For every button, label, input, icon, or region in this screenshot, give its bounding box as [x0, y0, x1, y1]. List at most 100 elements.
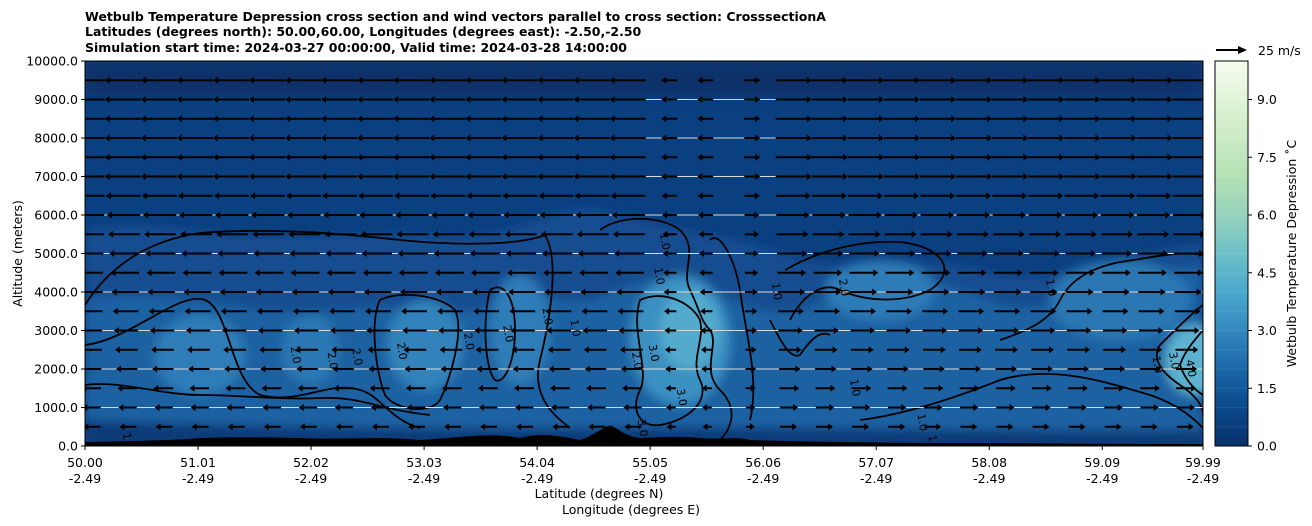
wind-arrow-head	[327, 288, 333, 296]
y-tick-label: 5000.0	[34, 246, 78, 261]
wind-arrow-head	[1201, 211, 1203, 219]
wind-arrow-head	[697, 115, 703, 123]
wind-arrow-head	[972, 423, 978, 431]
wind-arrow-head	[469, 250, 475, 257]
wind-arrow-head	[609, 134, 615, 142]
contour-label: 2.0	[539, 307, 555, 326]
wind-arrow-head	[505, 250, 511, 257]
y-axis: 0.0 1000.0 2000.0 3000.0 4000.0 5000.0 6000.0 7…	[26, 54, 85, 454]
wind-arrow-head	[512, 365, 518, 373]
wind-arrow-head	[510, 327, 516, 334]
wind-arrow-head	[872, 288, 878, 296]
wind-arrow-head	[403, 346, 409, 354]
contour-label: 2.0	[500, 324, 516, 343]
wind-arrow-head	[661, 96, 667, 103]
wind-arrow-head	[501, 153, 507, 161]
wind-arrow-head	[144, 230, 150, 238]
wind-arrow-head	[1130, 192, 1136, 200]
wind-arrow-head	[1080, 423, 1086, 431]
wind-arrow-head	[405, 384, 411, 392]
wind-arrow-head	[212, 76, 218, 84]
colorbar-gradient	[1215, 61, 1248, 446]
wind-arrow-head	[752, 288, 758, 296]
wind-arrow-head	[333, 384, 339, 392]
wind-arrow-head	[752, 307, 758, 315]
wind-arrow-head	[1167, 76, 1173, 84]
wind-arrow-head	[578, 250, 584, 257]
y-tick-label: 7000.0	[34, 169, 78, 184]
wind-arrow-head	[573, 153, 579, 161]
contour-labels: 1.02.0 2.0 2.0 2.0 2.0 2.02.01.01.01.02.0 3.03…	[120, 232, 1199, 446]
wind-arrow-head	[214, 192, 220, 200]
wind-arrow-head	[501, 96, 507, 103]
wind-arrow-head	[1085, 346, 1091, 354]
wind-arrow-head	[937, 404, 943, 411]
wind-arrow-head	[945, 269, 951, 277]
wind-arrow-head	[1023, 96, 1029, 103]
wind-arrow-head	[1200, 230, 1203, 238]
wind-arrow-head	[793, 404, 799, 411]
colorbar-tick-label: 4.5	[1257, 265, 1277, 280]
wind-arrow-head	[1016, 288, 1022, 296]
wind-arrow-head	[867, 365, 873, 373]
wind-arrow-head	[1017, 269, 1023, 277]
wind-arrow-head	[753, 250, 759, 257]
wind-arrow-head	[187, 346, 193, 354]
wind-arrow-head	[1204, 173, 1209, 180]
wind-arrow-head	[176, 115, 182, 123]
wind-arrow-head	[544, 288, 550, 296]
wind-arrow-head	[611, 211, 617, 219]
wind-arrow-head	[662, 211, 668, 219]
title-line-3: Simulation start time: 2024-03-27 00:00:…	[85, 40, 627, 55]
wind-arrow-head	[189, 384, 195, 392]
wind-arrow-head	[116, 365, 122, 373]
wind-arrow-head	[433, 250, 439, 257]
wind-arrow-head	[751, 365, 757, 373]
wind-arrow-head	[699, 269, 705, 277]
wind-arrow-head	[1128, 230, 1134, 238]
wind-arrow-head	[176, 173, 182, 180]
wind-arrow-head	[833, 327, 839, 334]
colorbar-frame	[1214, 60, 1249, 447]
wind-arrow-head	[951, 115, 957, 123]
colorbar-tick-label: 7.5	[1257, 150, 1277, 165]
wind-arrow-head	[406, 404, 412, 411]
wind-arrow-head	[285, 76, 291, 84]
wind-arrow-head	[1022, 192, 1028, 200]
wind-arrow-head	[702, 423, 708, 431]
wind-arrow-head	[797, 327, 803, 334]
wind-arrow-head	[393, 173, 399, 180]
wind-arrow-head	[465, 76, 471, 84]
wind-arrow-head	[149, 327, 155, 334]
wind-arrow-head	[371, 423, 377, 431]
wind-arrow-head	[1159, 307, 1165, 315]
wind-arrow-head	[285, 115, 291, 123]
wind-arrow-head	[666, 423, 672, 431]
wind-arrow-head	[513, 384, 519, 392]
wind-arrow-head	[1023, 115, 1029, 123]
wind-arrow-head	[1009, 404, 1015, 411]
wind-arrow-head	[874, 250, 880, 257]
wind-arrow-head	[325, 250, 331, 257]
wind-arrow-head	[1198, 250, 1203, 257]
wind-arrow-head	[262, 404, 268, 411]
wind-arrow-head	[749, 423, 755, 431]
wind-arrow-head	[701, 384, 707, 392]
wind-arrow-head	[1088, 288, 1094, 296]
wind-arrow-head	[358, 192, 364, 200]
y-tick-label: 1000.0	[34, 400, 78, 415]
wind-arrow-head	[987, 115, 993, 123]
wind-arrow-head	[545, 307, 551, 315]
wind-arrow-head	[806, 115, 812, 123]
wind-arrow-head	[1160, 288, 1166, 296]
wind-arrow-head	[1189, 404, 1195, 411]
wind-arrow-head	[573, 76, 579, 84]
wind-arrow-head	[661, 76, 667, 84]
wind-arrow-head	[104, 115, 110, 123]
wind-arrow-head	[357, 134, 363, 142]
wind-arrow-head	[359, 211, 365, 219]
wind-arrow-head	[502, 192, 508, 200]
wind-arrow-head	[801, 269, 807, 277]
wind-arrow-head	[106, 211, 112, 219]
wind-arrow-head	[1153, 404, 1159, 411]
